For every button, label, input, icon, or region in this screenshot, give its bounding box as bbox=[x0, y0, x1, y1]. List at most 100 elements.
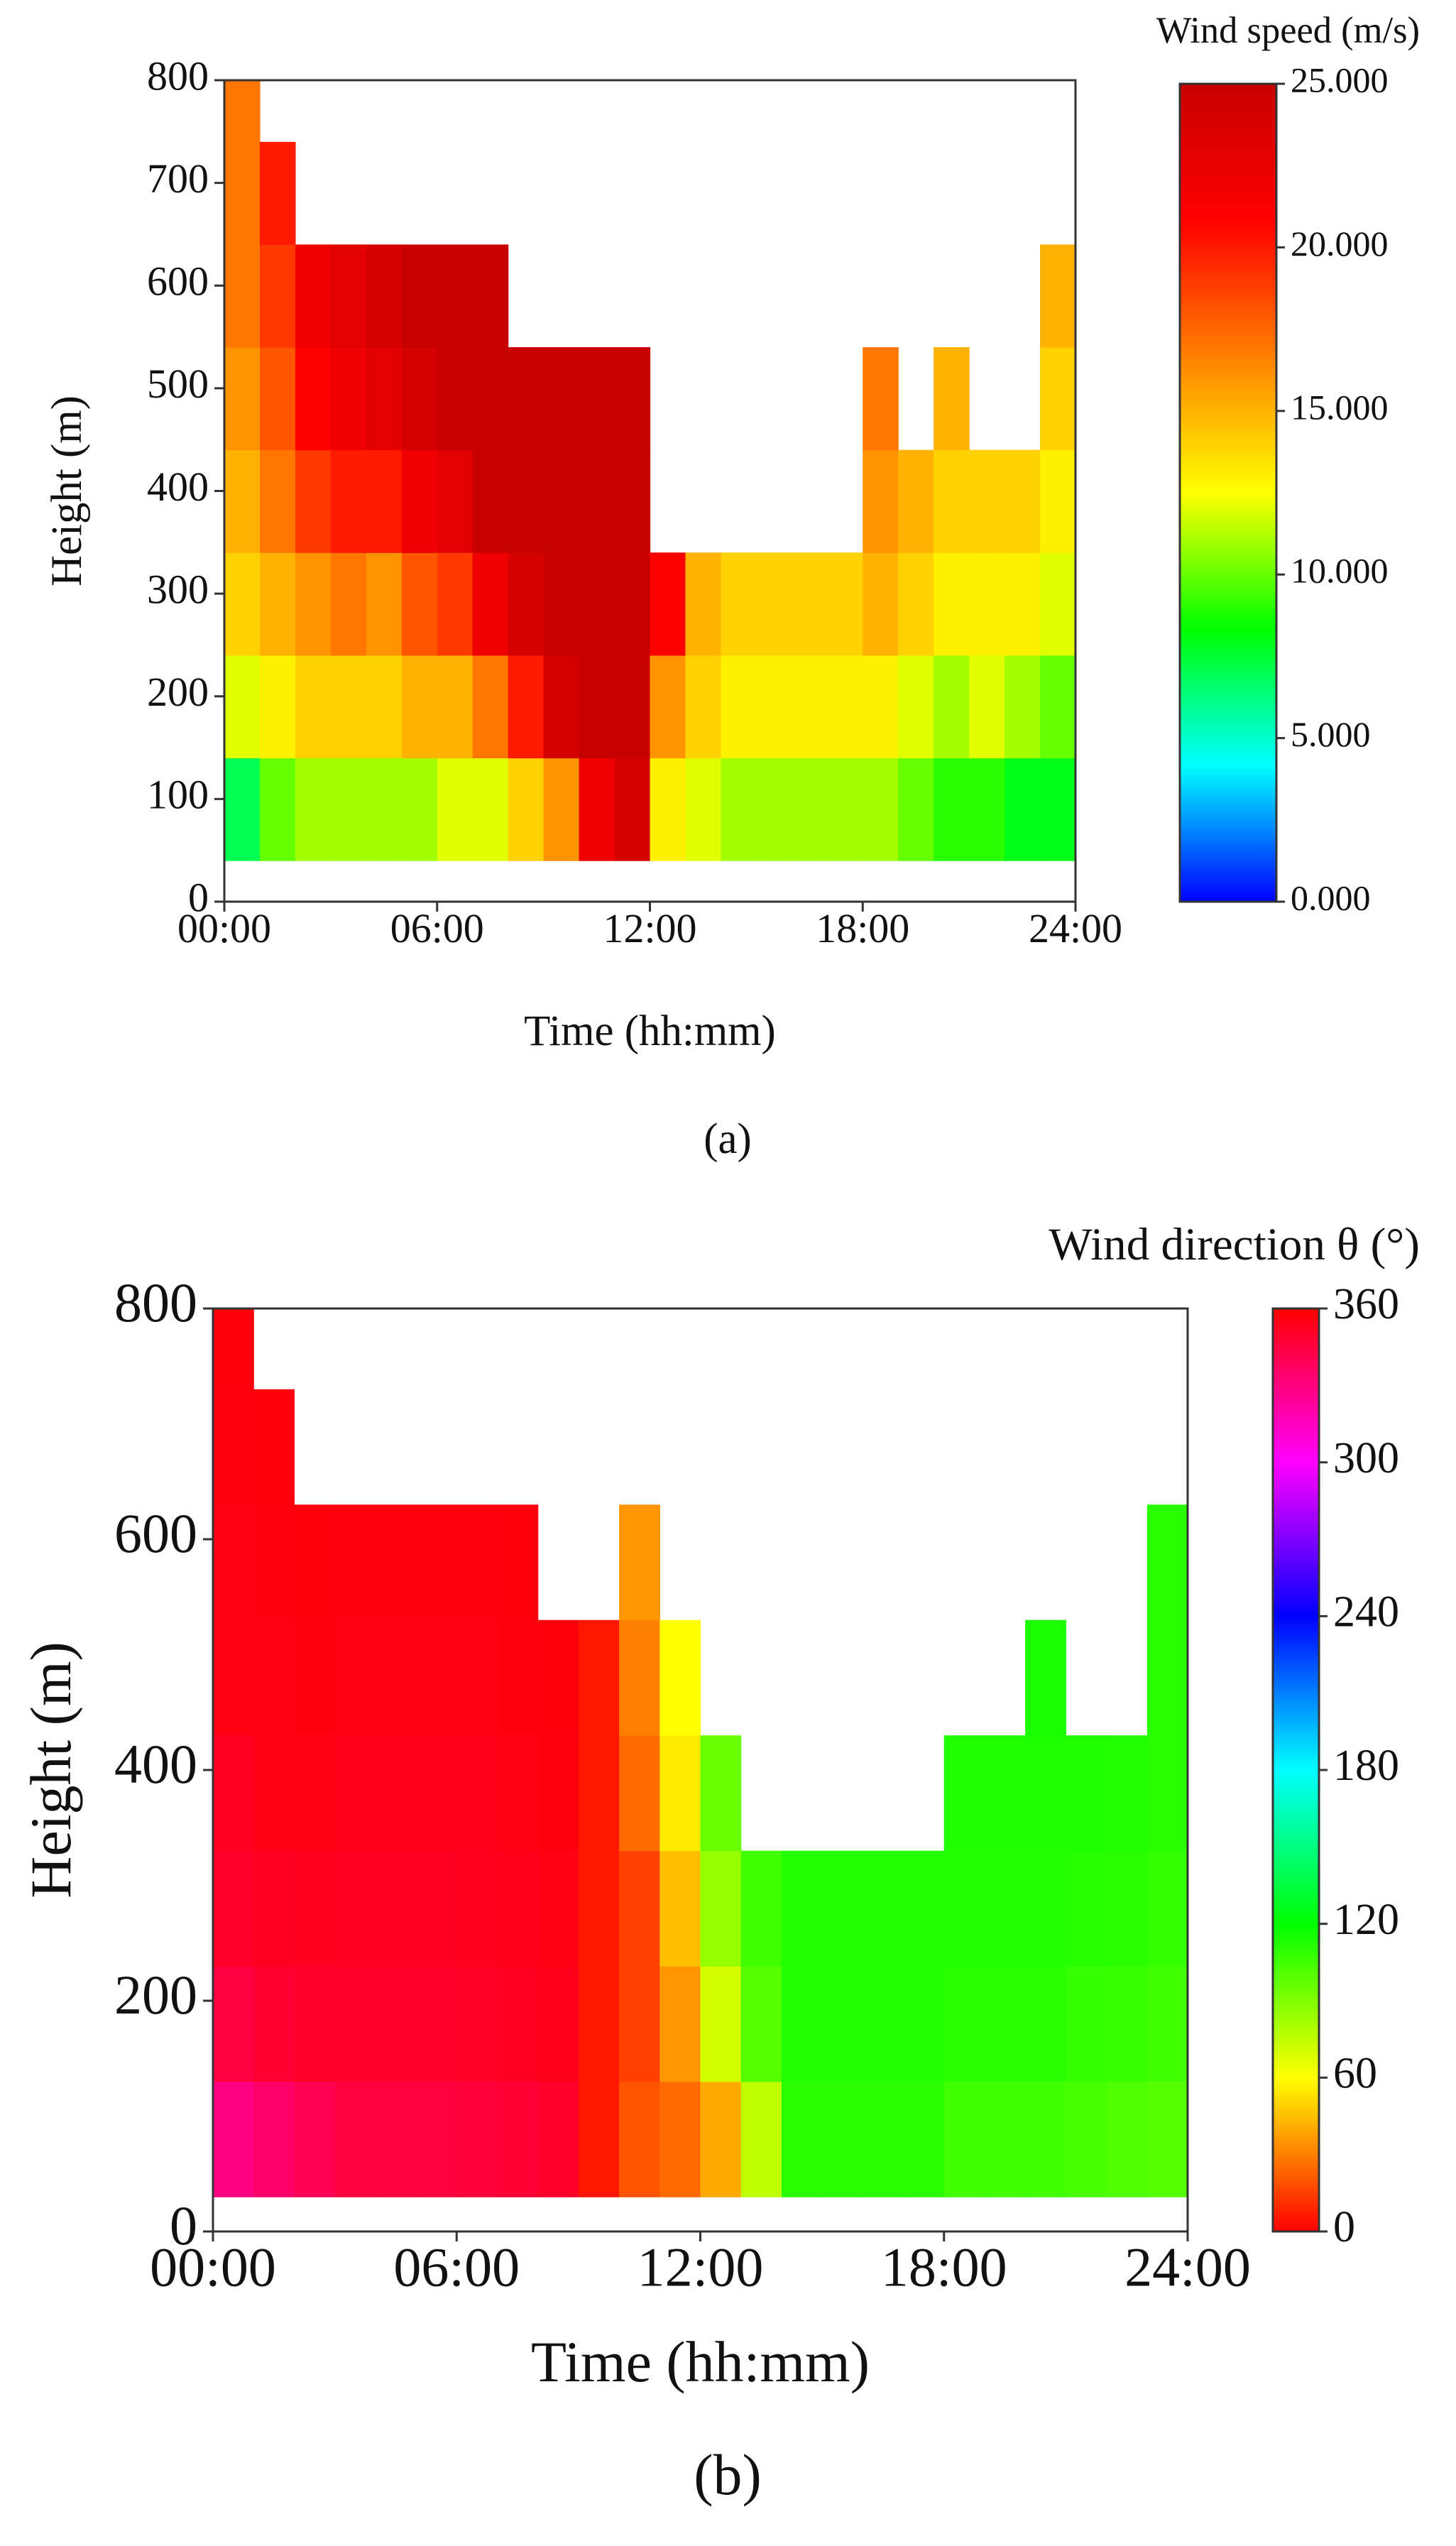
caption: (a) bbox=[704, 1115, 752, 1163]
heat-cell bbox=[1146, 1504, 1188, 1621]
x-tick-label: 18:00 bbox=[816, 905, 909, 951]
y-axis-label: Height (m) bbox=[43, 395, 91, 586]
heat-cell bbox=[898, 552, 934, 656]
heat-cell bbox=[334, 1735, 376, 1852]
heat-cell bbox=[721, 758, 757, 861]
heat-cell bbox=[1025, 1735, 1066, 1852]
heat-cell bbox=[497, 1735, 539, 1852]
heat-cell bbox=[579, 449, 615, 553]
heat-cell bbox=[863, 2081, 904, 2197]
x-tick-label: 12:00 bbox=[603, 905, 696, 951]
heat-cell bbox=[903, 1850, 945, 1967]
colorbar-tick-label: 180 bbox=[1333, 1742, 1399, 1790]
heat-cell bbox=[1040, 758, 1076, 861]
heat-cell bbox=[416, 1735, 457, 1852]
heat-cell bbox=[330, 758, 367, 861]
heat-cell bbox=[213, 1389, 254, 1505]
heat-cell bbox=[330, 655, 367, 759]
heat-cell bbox=[792, 552, 828, 656]
heat-cell bbox=[537, 1966, 579, 2082]
heat-cell bbox=[614, 449, 651, 553]
caption: (b) bbox=[694, 2442, 762, 2507]
heat-cell bbox=[224, 141, 261, 245]
heat-cell bbox=[259, 552, 296, 656]
colorbar-tick-label: 60 bbox=[1333, 2050, 1377, 2098]
heat-cell bbox=[213, 1504, 254, 1621]
y-tick-label: 400 bbox=[114, 1733, 197, 1795]
heat-cell bbox=[792, 655, 828, 759]
heat-cell bbox=[253, 1850, 295, 1967]
heat-cell bbox=[416, 1966, 457, 2082]
heat-cell bbox=[537, 1735, 579, 1852]
heat-cell bbox=[537, 1619, 579, 1736]
heat-cell bbox=[934, 552, 970, 656]
heat-cell bbox=[984, 1735, 1026, 1852]
heat-cell bbox=[659, 1850, 701, 1967]
heat-cell bbox=[437, 758, 474, 861]
heat-cell bbox=[1040, 655, 1076, 759]
heat-cell bbox=[330, 552, 367, 656]
heat-cell bbox=[543, 655, 580, 759]
heat-cell bbox=[1106, 1966, 1148, 2082]
heat-cell bbox=[827, 655, 863, 759]
heat-cell bbox=[740, 1850, 782, 1967]
heat-cell bbox=[1146, 1966, 1188, 2082]
heat-cell bbox=[579, 552, 615, 656]
heat-cell bbox=[863, 1966, 904, 2082]
heat-cell bbox=[375, 1619, 417, 1736]
colorbar-tick-label: 0 bbox=[1333, 2203, 1355, 2251]
y-tick-label: 0 bbox=[188, 874, 209, 920]
heat-cell bbox=[863, 1850, 904, 1967]
heat-cell bbox=[543, 758, 580, 861]
colorbar-tick-label: 360 bbox=[1333, 1280, 1399, 1328]
colorbar-tick-label: 120 bbox=[1333, 1896, 1399, 1944]
heat-cell bbox=[984, 2081, 1026, 2197]
x-tick-label: 12:00 bbox=[637, 2236, 764, 2298]
heat-cell bbox=[685, 552, 722, 656]
heat-cell bbox=[700, 1850, 742, 1967]
heat-cell bbox=[943, 1735, 985, 1852]
heat-cell bbox=[294, 1735, 336, 1852]
colorbar-tick-label: 300 bbox=[1333, 1434, 1399, 1482]
heat-cell bbox=[294, 1619, 336, 1736]
heat-cell bbox=[1040, 449, 1076, 553]
heat-cell bbox=[700, 1966, 742, 2082]
heat-cell bbox=[401, 244, 438, 348]
heat-cell bbox=[898, 758, 934, 861]
heat-cell bbox=[437, 449, 474, 553]
heat-cell bbox=[224, 347, 261, 451]
colorbar-tick-label: 20.000 bbox=[1291, 224, 1389, 263]
heat-cell bbox=[781, 2081, 823, 2197]
y-tick-label: 200 bbox=[147, 669, 209, 715]
heat-cell bbox=[1040, 244, 1076, 348]
heat-cell bbox=[614, 552, 651, 656]
y-tick-label: 800 bbox=[147, 53, 209, 99]
chart: 00:00 06:00 12:00 18:00 24:000200400600800Ti… bbox=[18, 1219, 1420, 2507]
heat-cell bbox=[579, 655, 615, 759]
heat-cell bbox=[375, 1504, 417, 1621]
heat-cell bbox=[497, 2081, 539, 2197]
y-tick-label: 100 bbox=[147, 772, 209, 818]
colorbar-tick-label: 25.000 bbox=[1291, 60, 1389, 99]
heat-cell bbox=[619, 1850, 660, 1967]
heat-cell bbox=[863, 347, 899, 451]
heat-cell bbox=[721, 655, 757, 759]
heat-cell bbox=[330, 244, 367, 348]
heat-cell bbox=[578, 1850, 620, 1967]
heat-cell bbox=[969, 758, 1005, 861]
heat-cell bbox=[1106, 2081, 1148, 2197]
heat-cell bbox=[1106, 1850, 1148, 1967]
heat-cell bbox=[508, 449, 544, 553]
colorbar-tick-label: 15.000 bbox=[1291, 387, 1389, 427]
heat-cell bbox=[578, 2081, 620, 2197]
heat-cell bbox=[330, 347, 367, 451]
heat-cell bbox=[1146, 1850, 1188, 1967]
heat-cell bbox=[827, 758, 863, 861]
heat-cell bbox=[756, 758, 792, 861]
heat-cell bbox=[437, 552, 474, 656]
heat-cell bbox=[437, 347, 474, 451]
heat-cell bbox=[294, 1504, 336, 1621]
heat-cell bbox=[213, 1966, 254, 2082]
heat-cell bbox=[401, 449, 438, 553]
heat-cell bbox=[1146, 2081, 1188, 2197]
